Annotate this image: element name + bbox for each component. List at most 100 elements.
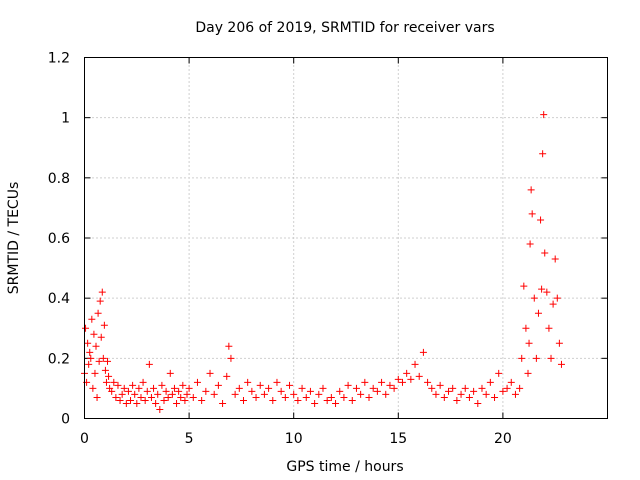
y-axis-label: SRMTID / TECUs [6, 182, 22, 295]
y-tick-label: 0.2 [48, 351, 70, 367]
data-point [311, 399, 319, 407]
data-point [332, 399, 340, 407]
data-point [84, 339, 92, 347]
data-point [206, 369, 214, 377]
data-point [491, 393, 499, 401]
data-point [189, 393, 197, 401]
data-point [219, 399, 227, 407]
data-point [235, 384, 243, 392]
data-point [398, 378, 406, 386]
data-point [164, 393, 172, 401]
data-point [465, 393, 473, 401]
data-point [327, 393, 335, 401]
data-point [537, 216, 545, 224]
data-point [129, 381, 137, 389]
data-point [116, 396, 124, 404]
data-point [340, 393, 348, 401]
data-point [139, 378, 147, 386]
data-point [95, 357, 103, 365]
data-point [177, 393, 185, 401]
data-point [97, 333, 105, 341]
data-point [503, 384, 511, 392]
data-point [539, 150, 547, 158]
data-point [162, 387, 170, 395]
data-point [210, 390, 218, 398]
data-point [96, 297, 104, 305]
data-point [482, 390, 490, 398]
data-point [495, 369, 503, 377]
data-point [170, 384, 178, 392]
y-tick-label: 0.4 [48, 291, 70, 307]
x-tick-label: 5 [185, 431, 194, 447]
data-point [273, 378, 281, 386]
data-point [532, 354, 540, 362]
data-point [99, 354, 107, 362]
data-point [214, 381, 222, 389]
data-point [306, 387, 314, 395]
data-point [260, 390, 268, 398]
data-point [302, 393, 310, 401]
data-point [436, 381, 444, 389]
data-point [193, 378, 201, 386]
data-point [105, 372, 113, 380]
data-point [540, 111, 548, 119]
data-point [143, 387, 151, 395]
y-tick-labels: 0 0.2 0.4 0.6 0.8 1 1.2 [48, 51, 70, 428]
data-point [87, 354, 95, 362]
data-point [428, 384, 436, 392]
x-tick-label: 0 [80, 431, 89, 447]
x-tick-label: 20 [494, 431, 512, 447]
data-point [294, 396, 302, 404]
y-tick-label: 0.6 [48, 231, 70, 247]
data-point [543, 288, 551, 296]
data-point [86, 348, 94, 356]
data-point [440, 393, 448, 401]
data-point [179, 381, 187, 389]
data-point [348, 396, 356, 404]
data-point [449, 384, 457, 392]
x-tick-label: 10 [285, 431, 303, 447]
data-point [394, 375, 402, 383]
data-point [168, 390, 176, 398]
data-point [411, 360, 419, 368]
data-point [145, 360, 153, 368]
data-point [511, 390, 519, 398]
data-point [507, 378, 515, 386]
data-point [298, 384, 306, 392]
data-point [530, 294, 538, 302]
data-point [277, 387, 285, 395]
data-point [131, 390, 139, 398]
data-point [549, 300, 557, 308]
data-point [432, 390, 440, 398]
y-tick-label: 0.8 [48, 171, 70, 187]
data-point [173, 399, 181, 407]
data-point [290, 390, 298, 398]
data-point [407, 375, 415, 383]
data-point [141, 396, 149, 404]
data-point [419, 348, 427, 356]
data-point [252, 393, 260, 401]
data-point [92, 342, 100, 350]
data-point [248, 387, 256, 395]
data-point [474, 399, 482, 407]
y-tick-label: 1.2 [48, 51, 70, 67]
data-point [323, 396, 331, 404]
data-point [553, 294, 561, 302]
data-point [98, 288, 106, 296]
data-point [154, 390, 162, 398]
data-point [112, 393, 120, 401]
data-point [108, 387, 116, 395]
data-point [265, 384, 273, 392]
data-point [361, 378, 369, 386]
data-point [486, 378, 494, 386]
data-point [156, 405, 164, 413]
data-point [227, 354, 235, 362]
data-point [110, 378, 118, 386]
data-point [541, 249, 549, 257]
data-point [122, 399, 130, 407]
data-point [239, 396, 247, 404]
data-point [286, 381, 294, 389]
data-point [127, 396, 135, 404]
data-point [461, 384, 469, 392]
